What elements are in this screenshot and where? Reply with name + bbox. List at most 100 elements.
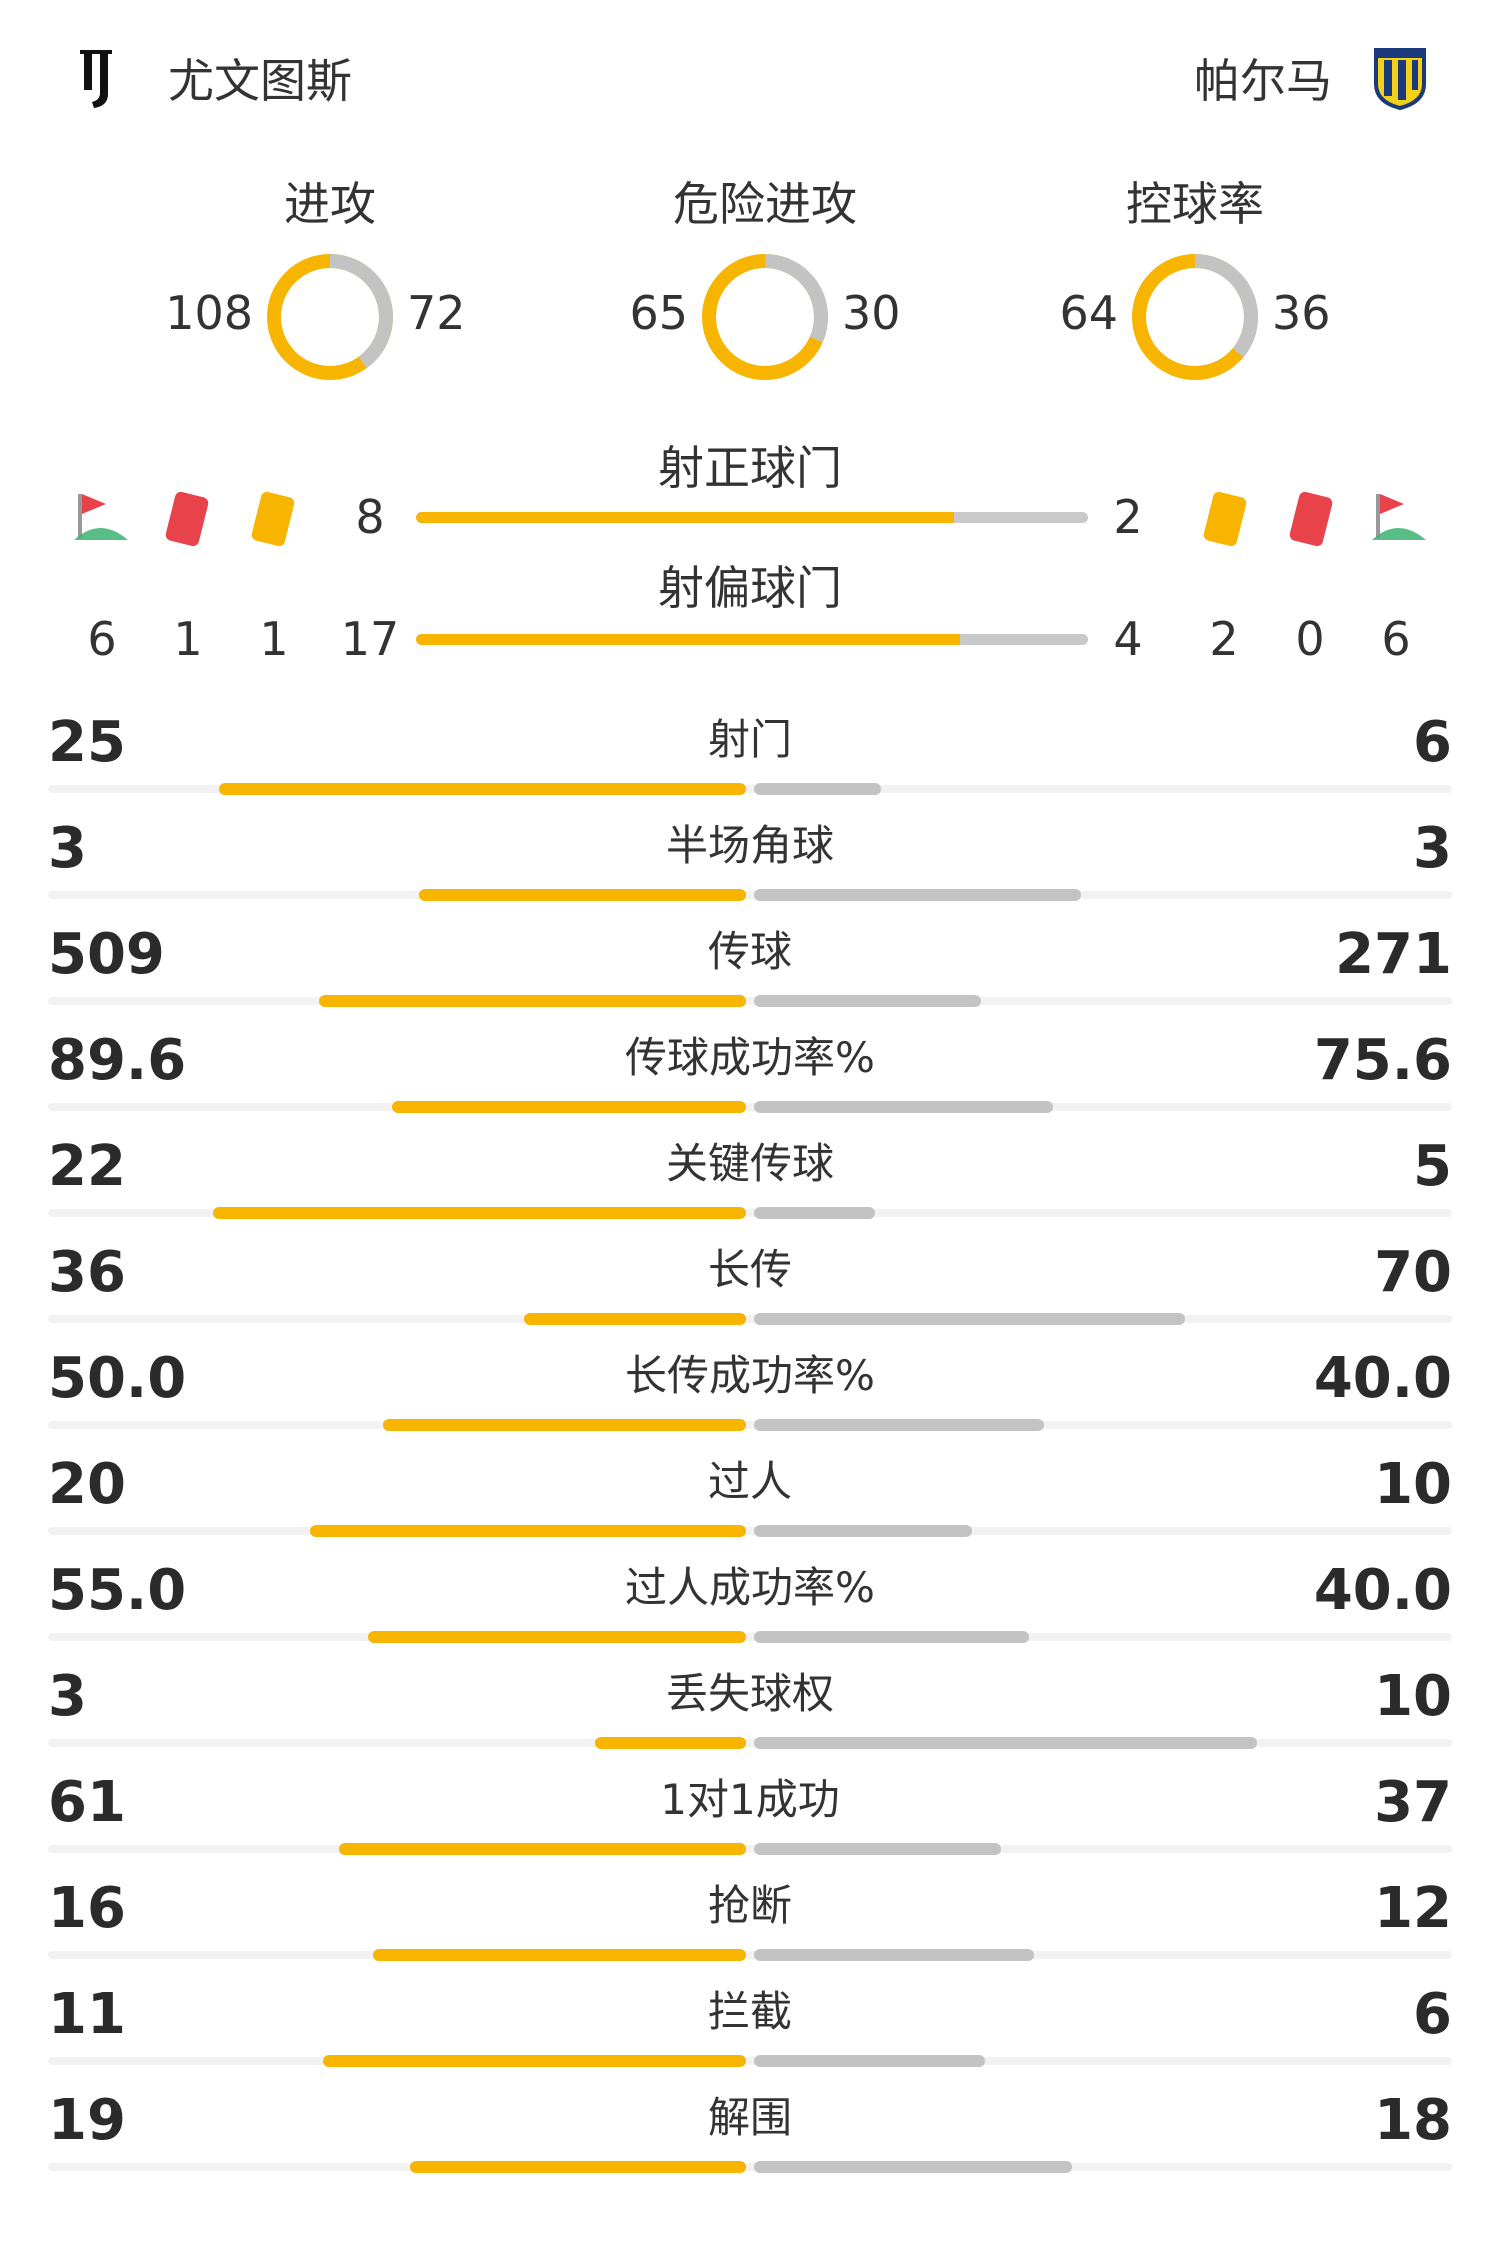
stat-away-bar (754, 1419, 1045, 1431)
stat-label: 丢失球权 (665, 1669, 834, 1718)
stat-away-bar (754, 995, 981, 1007)
stat-away-value: 5 (1413, 1134, 1452, 1199)
stat-home-bar (410, 2161, 746, 2173)
juventus-logo-icon (80, 50, 112, 108)
shots-on-target-away: 2 (1113, 490, 1143, 544)
stat-away-bar (754, 783, 881, 795)
stat-home-value: 3 (48, 816, 87, 881)
stat-label: 抢断 (707, 1881, 792, 1930)
home-red-cards-count: 1 (173, 612, 203, 666)
stat-away-bar (754, 2055, 985, 2067)
donut-ring (702, 254, 828, 380)
stat-home-value: 16 (48, 1876, 126, 1941)
shots-off-target-bar (416, 634, 1088, 645)
away-team-header[interactable]: 帕尔马 (1194, 38, 1430, 118)
shots-on-target-home: 8 (355, 490, 385, 544)
corner-flag-icon (74, 494, 128, 540)
stat-home-bar (372, 1949, 746, 1961)
stat-away-value: 6 (1413, 1982, 1452, 2047)
stat-away-bar (754, 1101, 1054, 1113)
stat-away-bar (754, 1313, 1186, 1325)
shots-off-target-home: 17 (340, 612, 400, 666)
shots-off-target-home-fill (416, 634, 961, 645)
stat-label: 长传 (707, 1245, 792, 1294)
stat-track (48, 1951, 1452, 1959)
stat-home-value: 55.0 (48, 1558, 187, 1623)
stat-home-value: 36 (48, 1240, 126, 1305)
stat-track (48, 2057, 1452, 2065)
stat-track (48, 891, 1452, 899)
stat-track (48, 1633, 1452, 1641)
stat-row: 61 1对1成功 37 (48, 1765, 1452, 1871)
stat-label: 传球成功率% (625, 1033, 875, 1082)
stat-home-bar (319, 995, 746, 1007)
donut-away-arc (702, 254, 828, 380)
stat-away-bar (754, 1631, 1030, 1643)
stat-track (48, 2163, 1452, 2171)
stat-track (48, 1209, 1452, 1217)
away-red-cards-count: 0 (1295, 612, 1325, 666)
stat-away-value: 271 (1335, 922, 1452, 987)
stat-label: 长传成功率% (625, 1351, 875, 1400)
stat-home-value: 22 (48, 1134, 126, 1199)
donut-home-value: 64 (1059, 286, 1118, 340)
stat-row: 3 半场角球 3 (48, 811, 1452, 917)
stat-away-value: 70 (1374, 1240, 1452, 1305)
stat-label: 解围 (707, 2093, 792, 2142)
donut-attacks: 进攻 108 72 (100, 160, 560, 400)
stat-track (48, 1845, 1452, 1853)
donut-away-value: 30 (842, 286, 901, 340)
stat-row: 16 抢断 12 (48, 1871, 1452, 1977)
stat-row: 20 过人 10 (48, 1447, 1452, 1553)
home-team-header[interactable]: 尤文图斯 (70, 38, 352, 118)
donut-title: 进攻 (284, 177, 376, 231)
stat-away-bar (754, 1525, 972, 1537)
stat-home-value: 61 (48, 1770, 126, 1835)
home-yellow-cards-count: 1 (259, 612, 289, 666)
stat-track (48, 1527, 1452, 1535)
stat-track (48, 1315, 1452, 1323)
stat-away-value: 3 (1413, 816, 1452, 881)
donut-dangerous-attacks: 危险进攻 65 30 (535, 160, 995, 400)
stat-home-bar (310, 1525, 746, 1537)
stat-label: 传球 (707, 927, 792, 976)
stat-home-value: 89.6 (48, 1028, 187, 1093)
home-team-name: 尤文图斯 (168, 54, 352, 108)
stat-home-value: 25 (48, 710, 126, 775)
stat-home-bar (523, 1313, 746, 1325)
stat-track (48, 1421, 1452, 1429)
stat-home-bar (323, 2055, 746, 2067)
donut-home-value: 108 (165, 286, 253, 340)
stat-home-bar (339, 1843, 746, 1855)
stat-home-bar (595, 1737, 746, 1749)
stat-home-value: 19 (48, 2088, 126, 2153)
yellow-card-icon (1203, 491, 1247, 547)
stat-home-bar (419, 889, 746, 901)
stat-away-value: 10 (1374, 1452, 1452, 1517)
stat-home-value: 11 (48, 1982, 126, 2047)
stat-label: 射门 (707, 715, 792, 764)
stat-away-bar (754, 889, 1081, 901)
stat-home-bar (391, 1101, 746, 1113)
red-card-icon (1289, 491, 1333, 547)
shots-on-target-title: 射正球门 (658, 441, 842, 495)
stat-row: 50.0 长传成功率% 40.0 (48, 1341, 1452, 1447)
stat-row: 25 射门 6 (48, 705, 1452, 811)
stat-track (48, 1739, 1452, 1747)
red-card-icon (165, 491, 209, 547)
stat-row: 36 长传 70 (48, 1235, 1452, 1341)
stat-away-value: 10 (1374, 1664, 1452, 1729)
stat-row: 3 丢失球权 10 (48, 1659, 1452, 1765)
shots-off-target-away: 4 (1113, 612, 1143, 666)
donut-possession: 控球率 64 36 (965, 160, 1425, 400)
stat-label: 半场角球 (665, 821, 834, 870)
stat-row: 19 解围 18 (48, 2083, 1452, 2189)
stat-home-bar (218, 783, 746, 795)
stat-away-value: 37 (1374, 1770, 1452, 1835)
stat-away-value: 40.0 (1313, 1558, 1452, 1623)
stat-home-value: 50.0 (48, 1346, 187, 1411)
donut-title: 危险进攻 (673, 177, 857, 231)
donut-away-value: 36 (1272, 286, 1331, 340)
stat-label: 关键传球 (665, 1139, 834, 1188)
stat-row: 11 拦截 6 (48, 1977, 1452, 2083)
